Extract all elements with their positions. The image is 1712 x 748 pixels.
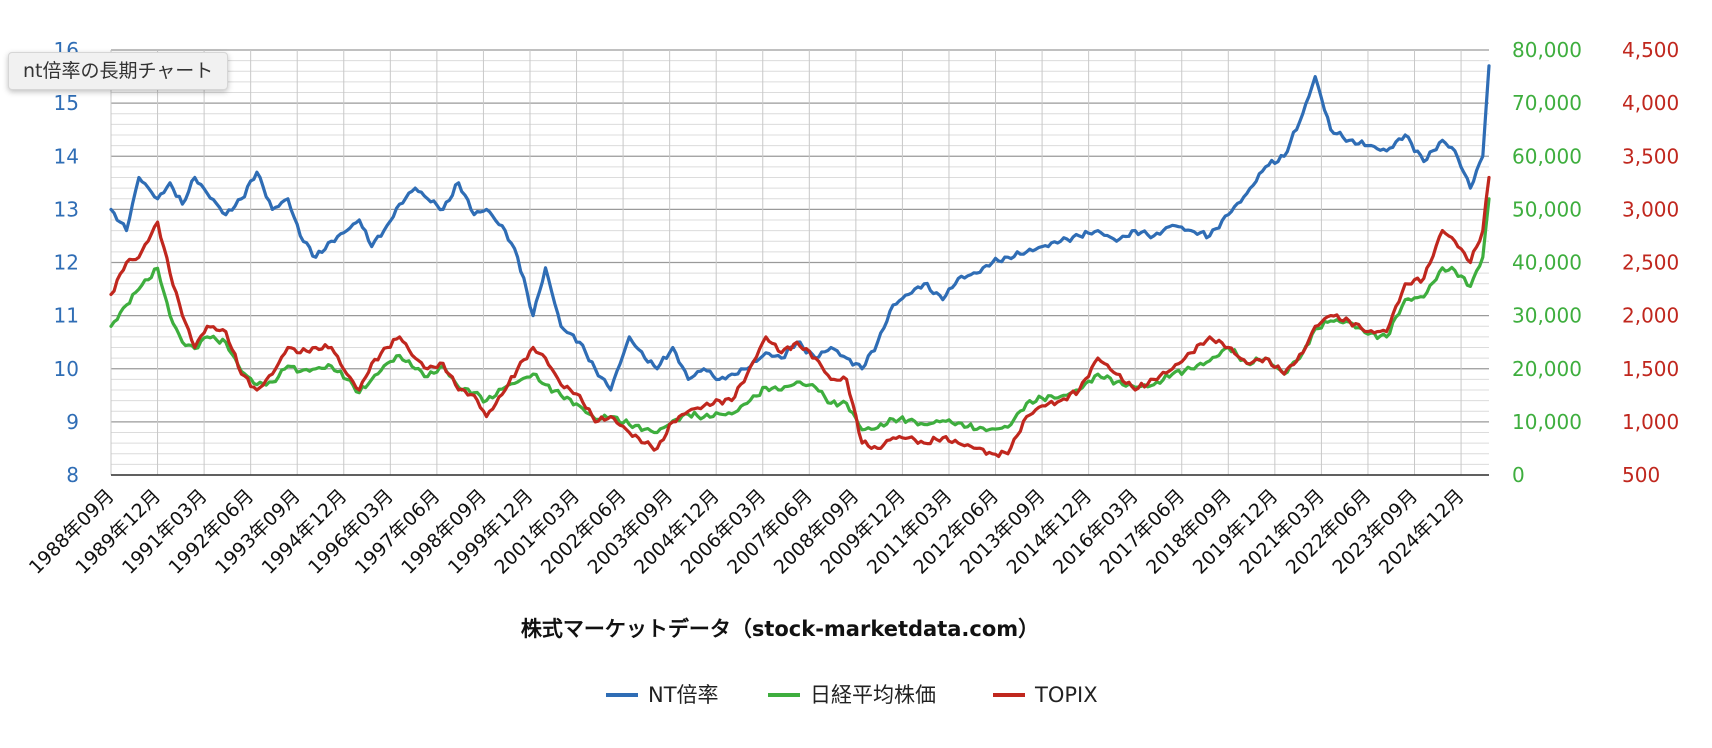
y-tick-left: 8 <box>66 463 79 487</box>
y-tick-right-nikkei: 10,000 <box>1512 410 1582 434</box>
y-tick-right-topix: 3,500 <box>1622 144 1679 168</box>
chart-series <box>109 64 1491 459</box>
y-tick-right-topix: 4,500 <box>1622 38 1679 62</box>
chart-legend: NT倍率 日経平均株価 TOPIX <box>606 683 1098 707</box>
y-tick-right-nikkei: 0 <box>1512 463 1525 487</box>
y-tick-right-nikkei: 70,000 <box>1512 91 1582 115</box>
x-axis-title: 株式マーケットデータ（stock-marketdata.com） <box>521 617 1039 641</box>
y-tick-left: 12 <box>54 251 79 275</box>
y-tick-left: 11 <box>54 304 79 328</box>
legend-item: TOPIX <box>993 683 1098 707</box>
series-line <box>109 64 1491 392</box>
chart-grid <box>110 49 1489 476</box>
y-tick-right-topix: 4,000 <box>1622 91 1679 115</box>
legend-label: TOPIX <box>1034 683 1098 707</box>
y-tick-left: 14 <box>54 144 79 168</box>
legend-item: NT倍率 <box>606 683 719 707</box>
y-tick-left: 15 <box>54 91 79 115</box>
y-tick-right-nikkei: 80,000 <box>1512 38 1582 62</box>
y-tick-right-topix: 1,500 <box>1622 357 1679 381</box>
legend-item: 日経平均株価 <box>768 683 936 707</box>
y-tick-right-nikkei: 40,000 <box>1512 251 1582 275</box>
y-tick-right-nikkei: 50,000 <box>1512 197 1582 221</box>
y-tick-right-nikkei: 20,000 <box>1512 357 1582 381</box>
y-tick-right-topix: 3,000 <box>1622 197 1679 221</box>
y-tick-right-nikkei: 30,000 <box>1512 304 1582 328</box>
y-tick-right-topix: 2,500 <box>1622 251 1679 275</box>
y-tick-left: 13 <box>54 197 79 221</box>
y-tick-right-topix: 1,000 <box>1622 410 1679 434</box>
y-tick-right-nikkei: 60,000 <box>1512 144 1582 168</box>
legend-label: 日経平均株価 <box>810 683 936 707</box>
y-tick-right-topix: 500 <box>1622 463 1660 487</box>
legend-label: NT倍率 <box>648 683 719 707</box>
y-tick-left: 10 <box>54 357 79 381</box>
chart-tooltip: nt倍率の長期チャート <box>8 52 229 90</box>
y-tick-left: 9 <box>66 410 79 434</box>
y-tick-right-topix: 2,000 <box>1622 304 1679 328</box>
series-line <box>109 175 1491 459</box>
chart-axes: 8910111213141516010,00020,00030,00040,00… <box>25 38 1679 579</box>
